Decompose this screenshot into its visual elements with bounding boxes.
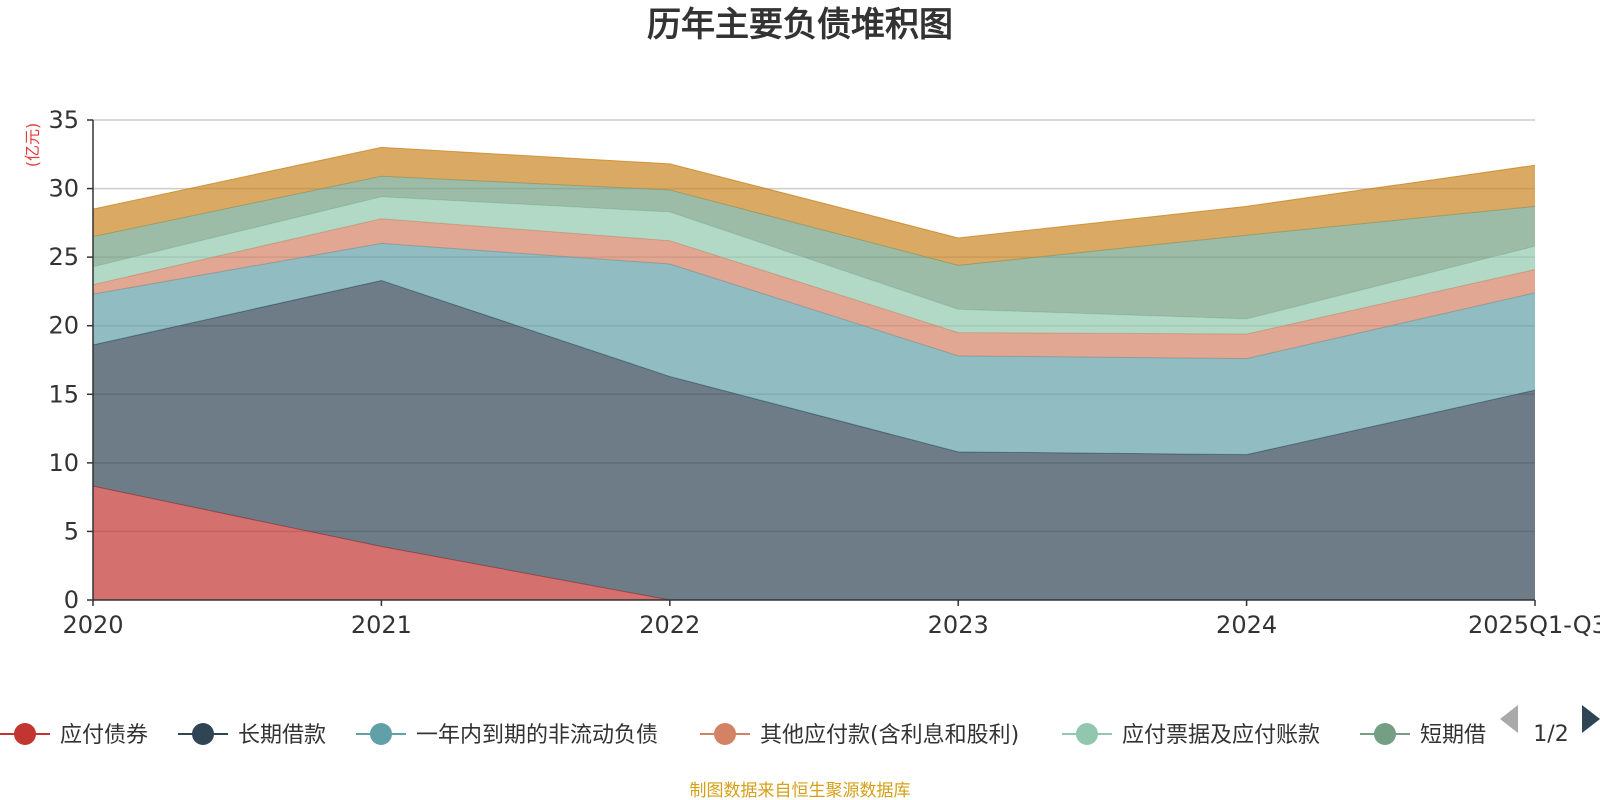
legend-marker-0 — [14, 723, 36, 745]
legend-marker-3 — [714, 723, 736, 745]
x-tick-label-4: 2024 — [1216, 611, 1277, 639]
y-tick-label-35: 35 — [48, 106, 79, 134]
y-tick-label-10: 10 — [48, 449, 79, 477]
x-tick-label-0: 2020 — [62, 611, 123, 639]
legend-label-2: 一年内到期的非流动负债 — [416, 723, 658, 748]
legend-label-3: 其他应付款(含利息和股利) — [760, 723, 1019, 748]
legend-next-page-icon[interactable] — [1582, 705, 1600, 733]
legend-item-5[interactable]: 短期借 — [1360, 723, 1486, 748]
y-tick-label-15: 15 — [48, 380, 79, 408]
legend-marker-5 — [1374, 723, 1396, 745]
area-series-1 — [93, 280, 1535, 600]
area-series-0 — [93, 486, 1535, 600]
area-series-3 — [93, 218, 1535, 359]
data-source-note: 制图数据来自恒生聚源数据库 — [690, 781, 911, 800]
area-series-5 — [93, 176, 1535, 319]
legend-item-1[interactable]: 长期借款 — [178, 723, 326, 748]
legend-item-0[interactable]: 应付债券 — [0, 723, 148, 748]
y-axis-label: (亿元) — [23, 123, 42, 168]
legend-marker-4 — [1076, 723, 1098, 745]
legend-item-3[interactable]: 其他应付款(含利息和股利) — [700, 723, 1019, 748]
area-series-4 — [93, 196, 1535, 334]
legend-item-4[interactable]: 应付票据及应付账款 — [1062, 723, 1320, 748]
y-tick-label-5: 5 — [64, 517, 79, 545]
y-tick-label-0: 0 — [64, 586, 79, 614]
legend-label-0: 应付债券 — [60, 723, 148, 748]
legend-item-2[interactable]: 一年内到期的非流动负债 — [356, 723, 658, 748]
legend-label-1: 长期借款 — [238, 723, 326, 748]
x-tick-label-2: 2022 — [639, 611, 700, 639]
area-series-line-2 — [92, 242, 1536, 360]
area-series-2 — [93, 243, 1535, 455]
legend-marker-2 — [370, 723, 392, 745]
legend-prev-page-icon[interactable] — [1500, 705, 1518, 733]
y-tick-label-20: 20 — [48, 312, 79, 340]
legend-marker-1 — [192, 723, 214, 745]
chart-title: 历年主要负债堆积图 — [647, 5, 953, 45]
legend-page-indicator: 1/2 — [1533, 722, 1568, 747]
x-axis-ticks: 2020 2021 2022 2023 2024 2025Q1-Q3 — [62, 600, 1600, 639]
area-series — [92, 146, 1536, 601]
area-series-6 — [93, 147, 1535, 266]
y-tick-label-30: 30 — [48, 175, 79, 203]
x-tick-label-5: 2025Q1-Q3 — [1468, 611, 1600, 639]
axes — [92, 120, 1535, 601]
area-series-line-6 — [92, 146, 1536, 239]
x-tick-label-1: 2021 — [351, 611, 412, 639]
y-tick-label-25: 25 — [48, 243, 79, 271]
x-tick-label-3: 2023 — [928, 611, 989, 639]
legend-label-4: 应付票据及应付账款 — [1122, 723, 1320, 748]
legend: 应付债券 长期借款 一年内到期的非流动负债 其他应付款(含利息和股利) 应付票据及应付账… — [0, 705, 1600, 748]
y-axis-ticks: 0 5 10 15 20 25 30 35 — [48, 106, 93, 614]
legend-label-5: 短期借 — [1420, 723, 1486, 748]
